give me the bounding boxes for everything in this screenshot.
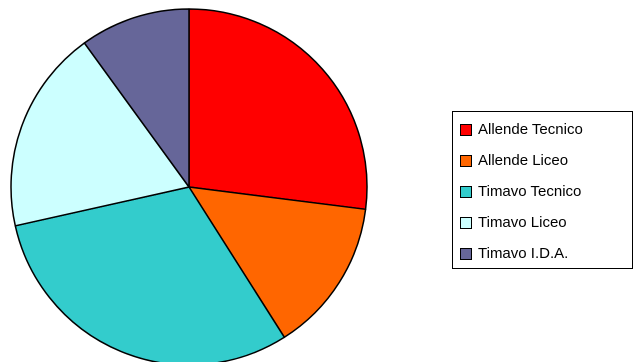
legend-swatch [460,123,472,136]
legend-item: Timavo Liceo [460,207,632,238]
legend-item: Timavo Tecnico [460,176,632,207]
legend-label: Timavo Tecnico [478,183,582,200]
legend-swatch [460,247,472,260]
pie-slice-timavo-liceo [10,42,190,227]
legend-label: Timavo Liceo [478,214,567,231]
pie-slice-timavo-tecnico [14,186,286,362]
chart-legend: Allende Tecnico Allende Liceo Timavo Tecni… [452,111,633,269]
legend-swatch [460,154,472,167]
pie-slice-allende-tecnico [188,8,368,211]
legend-label: Allende Liceo [478,152,569,169]
legend-item: Timavo I.D.A. [460,238,632,269]
legend-item: Allende Liceo [460,145,632,176]
legend-swatch [460,216,472,229]
legend-label: Timavo I.D.A. [478,245,569,262]
legend-swatch [460,185,472,198]
pie-slice-timavo-i-d-a [83,8,190,188]
pie-slice-allende-liceo [188,186,367,339]
legend-label: Allende Tecnico [478,121,583,138]
legend-item: Allende Tecnico [460,114,632,145]
